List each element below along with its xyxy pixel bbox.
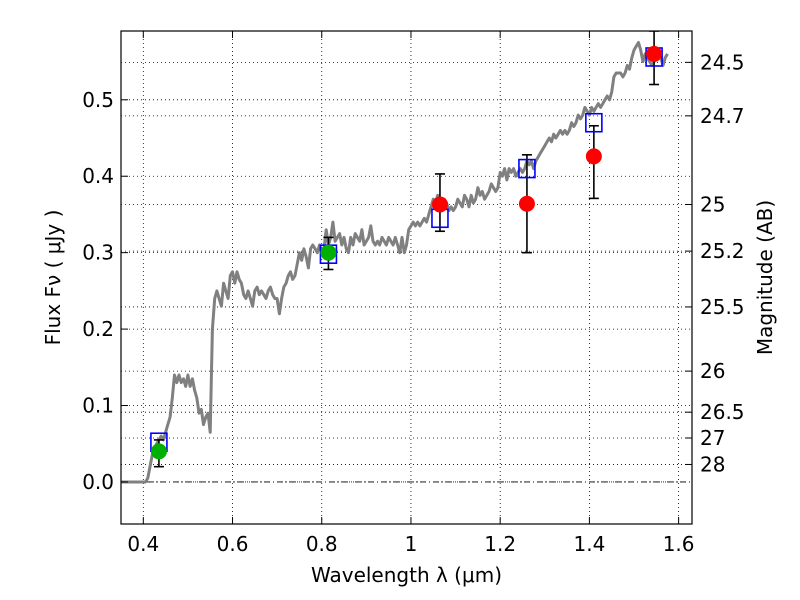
grid-lines (121, 31, 692, 524)
model-square-marker (585, 112, 603, 133)
y-tick-label: 0.1 (82, 394, 114, 418)
y-axis-label: Flux Fν ( μJy ) (41, 210, 65, 346)
observed-point-marker (518, 195, 535, 212)
plot-frame (120, 30, 693, 525)
x-axis-ticks: 0.4 0.6 0.8 1 1.2 1.4 1.6 (127, 31, 695, 556)
observed-point-marker (585, 148, 602, 165)
observed-photometry-points (150, 45, 663, 460)
y2-tick-label: 25 (700, 193, 725, 217)
plot-area (121, 31, 669, 484)
y-tick-label: 0.3 (82, 241, 114, 265)
x-tick-label: 1.2 (484, 532, 516, 556)
x-tick-label: 1 (405, 532, 418, 556)
x-tick-label: 1.4 (573, 532, 605, 556)
y-axis-ticks: 0.0 0.1 0.2 0.3 0.4 0.5 (82, 88, 128, 494)
y2-tick-label: 26 (700, 359, 725, 383)
y-tick-label: 0.5 (82, 88, 114, 112)
observed-point-marker (150, 443, 167, 460)
y2-tick-label: 24.7 (700, 104, 745, 128)
y2-tick-label: 24.5 (700, 50, 745, 74)
x-tick-label: 1.6 (663, 532, 695, 556)
x-axis-label: Wavelength λ (μm) (311, 563, 502, 587)
observed-point-marker (320, 244, 337, 261)
y2-tick-label: 25.2 (700, 239, 745, 263)
x-tick-label: 0.4 (127, 532, 159, 556)
x-tick-label: 0.6 (217, 532, 249, 556)
observed-point-marker (431, 196, 448, 213)
model-square-marker (518, 158, 536, 179)
y2-tick-label: 28 (700, 452, 725, 476)
x-tick-label: 0.8 (306, 532, 338, 556)
y-tick-label: 0.4 (82, 164, 114, 188)
y-tick-label: 0.2 (82, 317, 114, 341)
observed-point-marker (646, 45, 663, 62)
y2-tick-label: 25.5 (700, 295, 745, 319)
model-spectrum-line (121, 41, 669, 484)
y2-tick-label: 26.5 (700, 400, 745, 424)
y2-axis-label: Magnitude (AB) (753, 200, 777, 355)
y2-tick-label: 27 (700, 426, 725, 450)
y-tick-label: 0.0 (82, 470, 114, 494)
